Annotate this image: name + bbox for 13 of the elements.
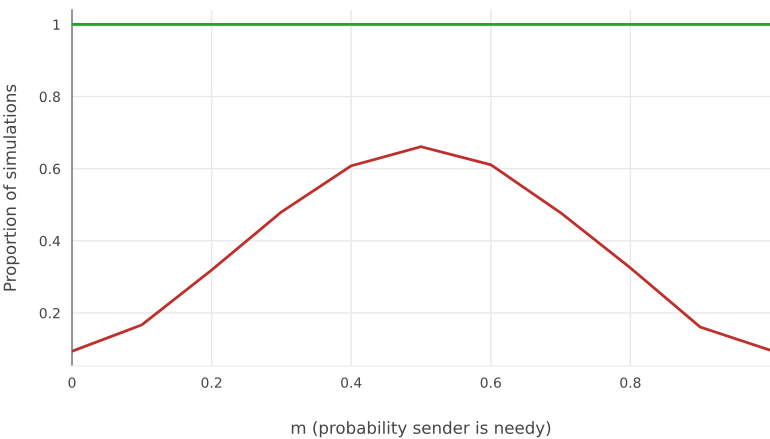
x-tick-label: 0 — [68, 377, 76, 388]
y-axis-title: Proportion of simulations — [3, 84, 20, 290]
y-tick-label: 0.8 — [40, 92, 60, 102]
x-tick-label: 0.2 — [201, 377, 222, 388]
x-axis-title: m (probability sender is needy) — [292, 421, 550, 438]
x-tick-label: 0.6 — [480, 377, 501, 388]
x-tick-label: 0.4 — [341, 377, 362, 388]
x-tick-label: 0.8 — [620, 377, 640, 388]
y-tick-label: 1 — [54, 20, 60, 30]
line-series — [72, 145, 770, 353]
y-tick-label: 0.2 — [40, 308, 60, 318]
y-tick-label: 0.6 — [40, 164, 60, 174]
y-tick-label: 0.4 — [40, 236, 60, 246]
